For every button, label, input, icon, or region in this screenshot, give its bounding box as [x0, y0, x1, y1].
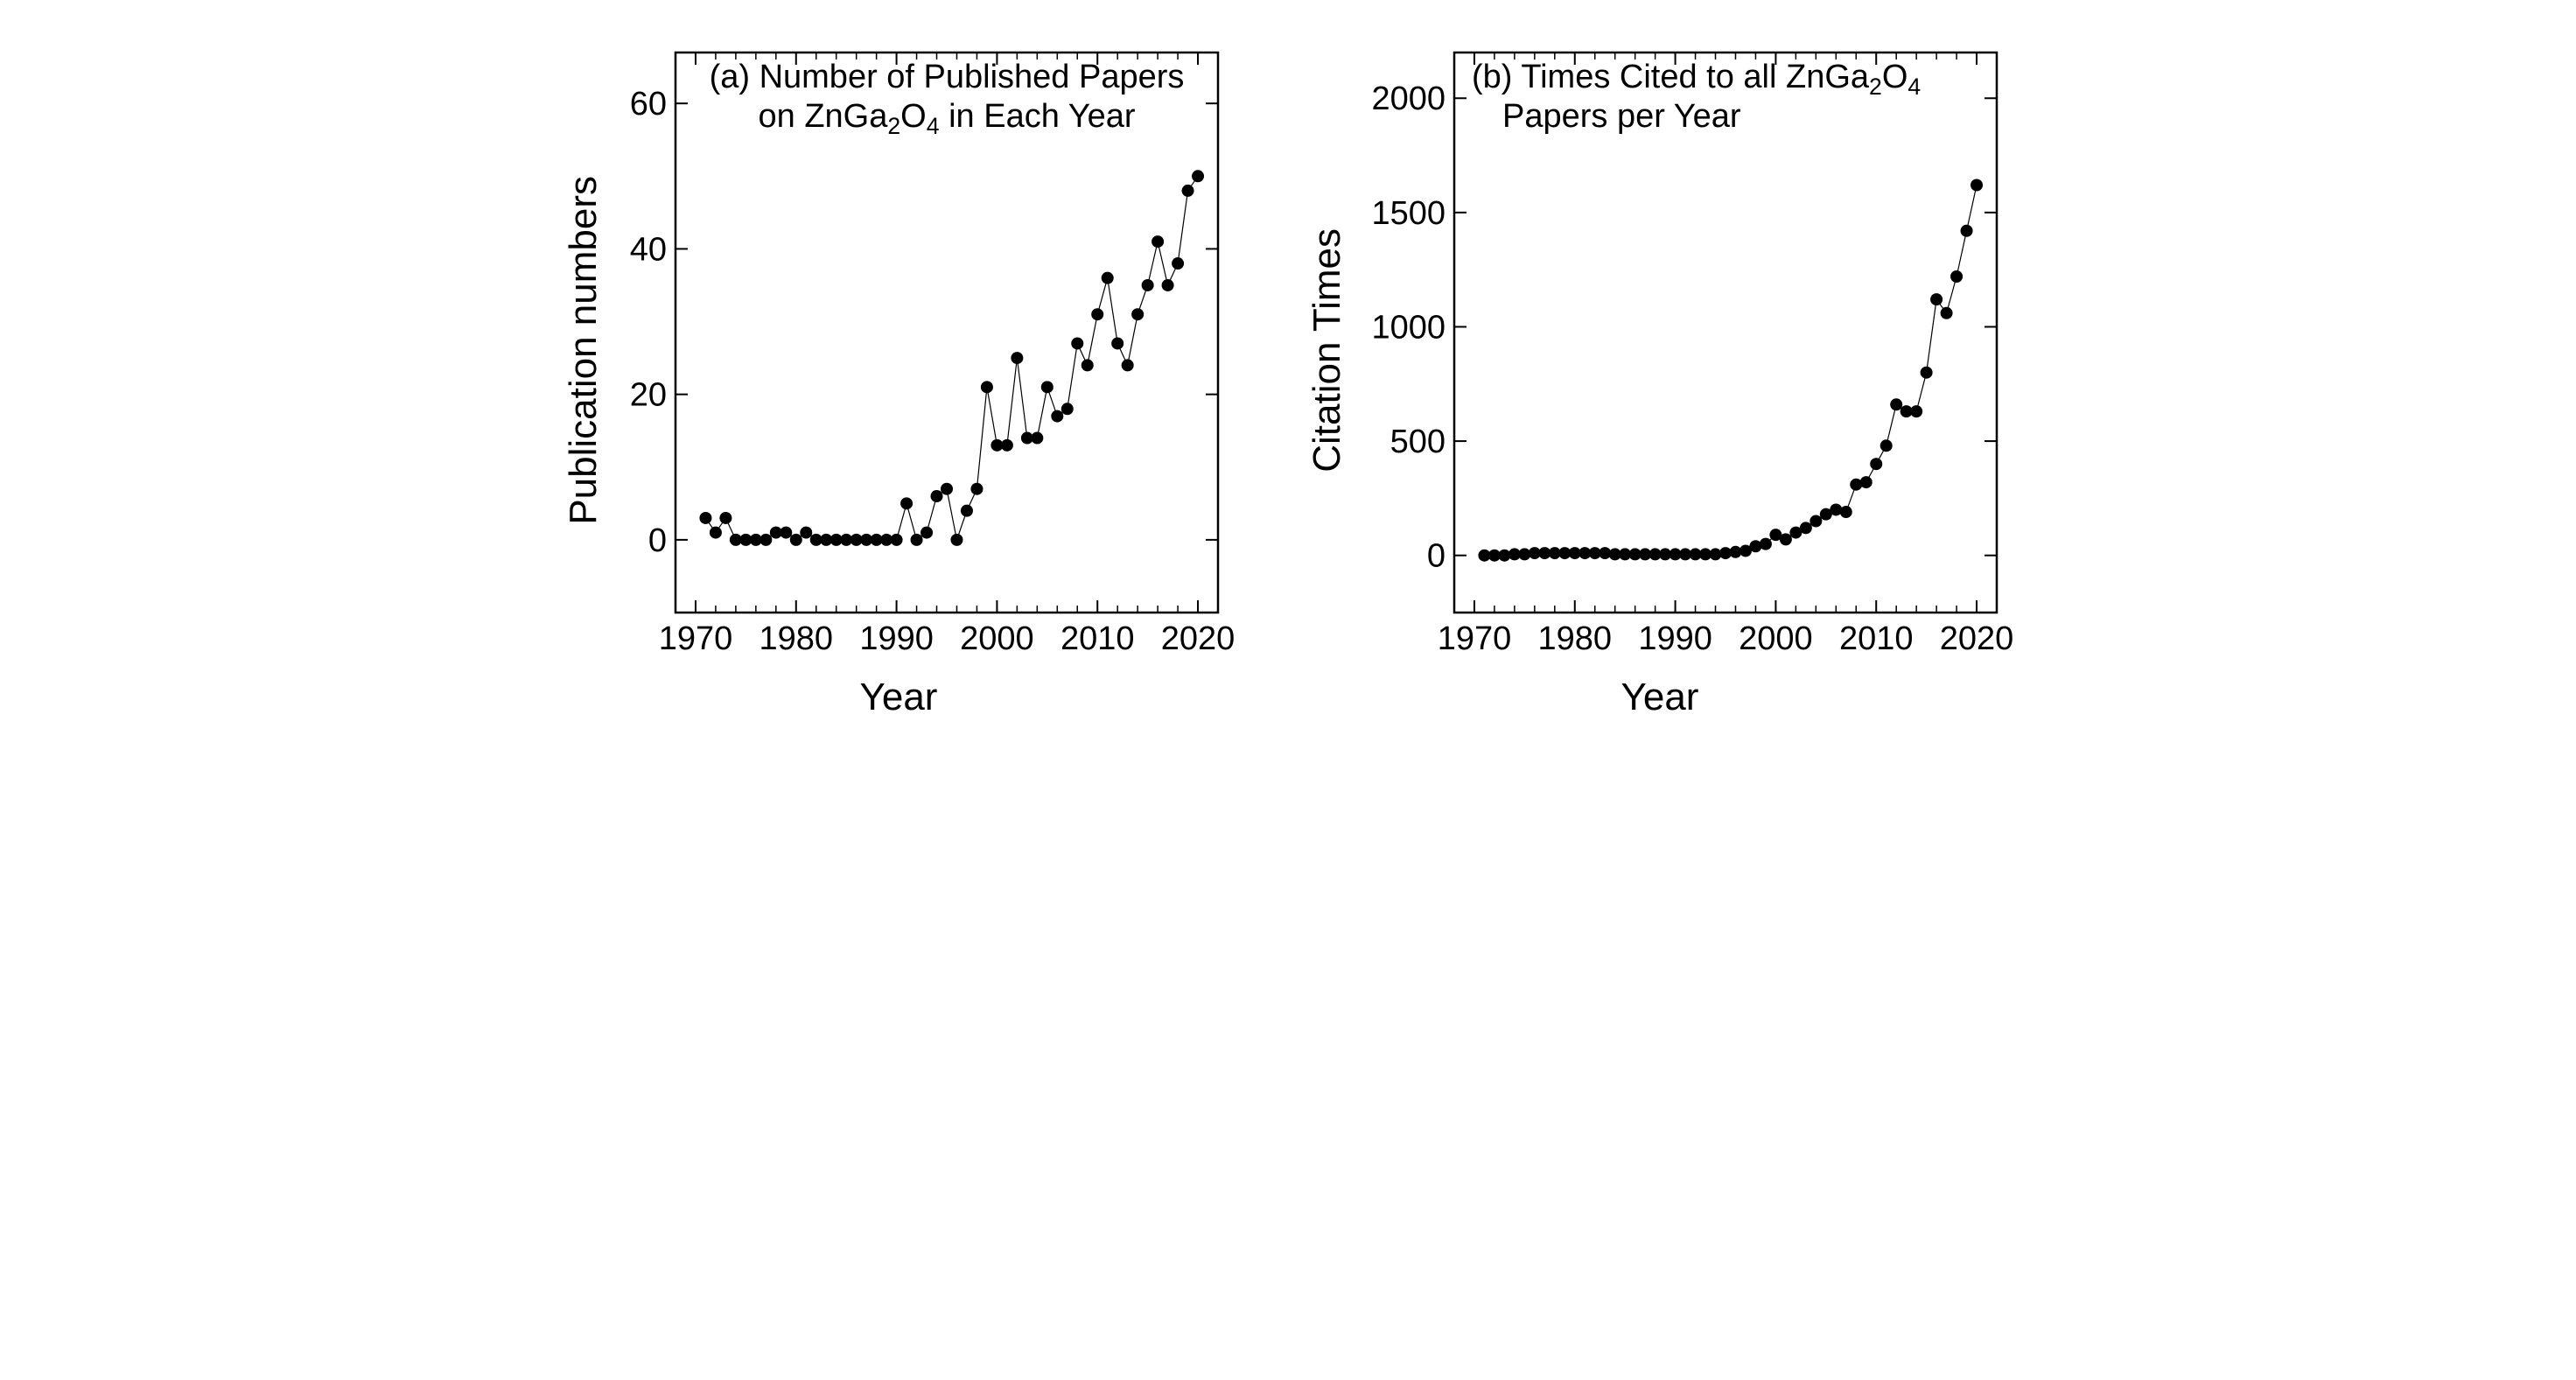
svg-text:1990: 1990 [1638, 620, 1712, 657]
svg-text:1980: 1980 [760, 620, 834, 657]
figure-container: Publication numbers 19701980199020002010… [0, 0, 2576, 754]
svg-text:2010: 2010 [1060, 620, 1135, 657]
svg-text:60: 60 [630, 86, 667, 123]
svg-text:Papers per Year: Papers per Year [1502, 98, 1741, 135]
svg-text:1970: 1970 [1438, 620, 1512, 657]
panel-b-ylabel: Citation Times [1306, 228, 1349, 473]
svg-text:2010: 2010 [1839, 620, 1914, 657]
panel-b-plot: 1970 1980 1990 2000 2010 2020 0 500 1000 1500 2000… [1349, 35, 2014, 665]
svg-text:1970: 1970 [659, 620, 733, 657]
panel-b: Citation Times 1970 1980 1990 2000 2010 2020 0… [1306, 35, 2014, 719]
svg-text:2020: 2020 [1940, 620, 2014, 657]
svg-text:0: 0 [1427, 538, 1446, 575]
svg-text:2000: 2000 [960, 620, 1034, 657]
panel-b-xlabel: Year [1621, 676, 1699, 719]
panel-a-ylabel: Publication numbers [562, 176, 606, 525]
svg-text:1990: 1990 [859, 620, 934, 657]
panel-a: Publication numbers 1970 1980 1990 2000 2010… [562, 35, 1236, 719]
svg-text:on ZnGa2O4 in Each Year: on ZnGa2O4 in Each Year [759, 98, 1136, 139]
svg-text:40: 40 [630, 231, 667, 268]
svg-text:1980: 1980 [1538, 620, 1613, 657]
panel-a-xlabel: Year [860, 676, 938, 719]
svg-text:1000: 1000 [1371, 309, 1446, 346]
svg-text:(b) Times Cited to all ZnGa2O4: (b) Times Cited to all ZnGa2O4 [1472, 59, 1921, 100]
svg-text:2000: 2000 [1739, 620, 1813, 657]
svg-text:500: 500 [1390, 424, 1446, 460]
svg-text:1500: 1500 [1371, 195, 1446, 232]
svg-text:(a) Number of Published Papers: (a) Number of Published Papers [710, 59, 1185, 95]
svg-text:2020: 2020 [1161, 620, 1236, 657]
svg-text:20: 20 [630, 377, 667, 414]
svg-text:0: 0 [648, 522, 667, 559]
panel-a-plot: 1970 1980 1990 2000 2010 2020 0 20 40 60 (a) Numbe… [606, 35, 1236, 665]
svg-text:2000: 2000 [1371, 81, 1446, 117]
